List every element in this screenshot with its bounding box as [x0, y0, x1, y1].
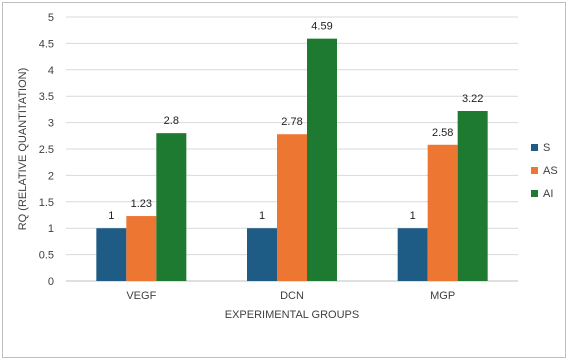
bar-ai-dcn — [307, 38, 337, 282]
x-category-label: MGP — [430, 290, 455, 302]
bar-as-vegf — [126, 216, 157, 281]
legend-label-ai: AI — [543, 188, 553, 200]
bar-ai-mgp — [457, 110, 488, 281]
y-tick-label: 5 — [48, 12, 54, 24]
data-label: 2.78 — [281, 116, 302, 128]
legend-swatch-s — [531, 144, 538, 151]
y-tick-label: 2.5 — [39, 144, 54, 156]
y-tick-label: 2 — [48, 170, 54, 182]
bar-s-mgp — [397, 228, 428, 281]
legend-swatch-as — [531, 167, 538, 174]
legend: S AS AI — [531, 142, 558, 200]
data-label: 1 — [108, 210, 114, 222]
data-label: 1 — [410, 210, 416, 222]
y-tick-label: 0.5 — [39, 250, 54, 262]
bar-as-dcn — [277, 134, 307, 281]
y-tick-label: 3 — [48, 118, 54, 130]
data-label: 1 — [259, 210, 265, 222]
y-tick-label: 4 — [48, 65, 54, 77]
legend-label-as: AS — [543, 165, 558, 177]
bar-s-dcn — [247, 228, 277, 281]
y-tick-label: 1 — [48, 223, 54, 235]
bar-s-vegf — [96, 228, 127, 281]
data-label: 2.58 — [432, 127, 453, 139]
bar-as-mgp — [427, 144, 458, 281]
legend-swatch-ai — [531, 190, 538, 197]
bars — [96, 38, 488, 282]
data-label: 2.8 — [164, 115, 179, 127]
y-tick-label: 4.5 — [39, 38, 54, 50]
bar-ai-vegf — [156, 133, 187, 281]
y-tick-labels: 0 0.5 1 1.5 2 2.5 3 3.5 4 4.5 5 — [39, 12, 54, 288]
x-category-labels: VEGF DCN MGP — [126, 290, 455, 302]
y-tick-label: 3.5 — [39, 91, 54, 103]
x-axis-title: EXPERIMENTAL GROUPS — [225, 309, 359, 321]
y-tick-label: 0 — [48, 276, 54, 288]
data-labels: 1 1.23 2.8 1 2.78 4.59 1 2.58 3.22 — [108, 21, 483, 223]
y-tick-label: 1.5 — [39, 197, 54, 209]
data-label: 1.23 — [131, 198, 152, 210]
x-category-label: DCN — [280, 290, 304, 302]
data-label: 4.59 — [311, 21, 332, 33]
legend-label-s: S — [543, 142, 550, 154]
y-axis-title: RQ (RELATIVE QUANTITATION) — [17, 68, 29, 231]
data-label: 3.22 — [462, 93, 483, 105]
x-category-label: VEGF — [126, 290, 156, 302]
